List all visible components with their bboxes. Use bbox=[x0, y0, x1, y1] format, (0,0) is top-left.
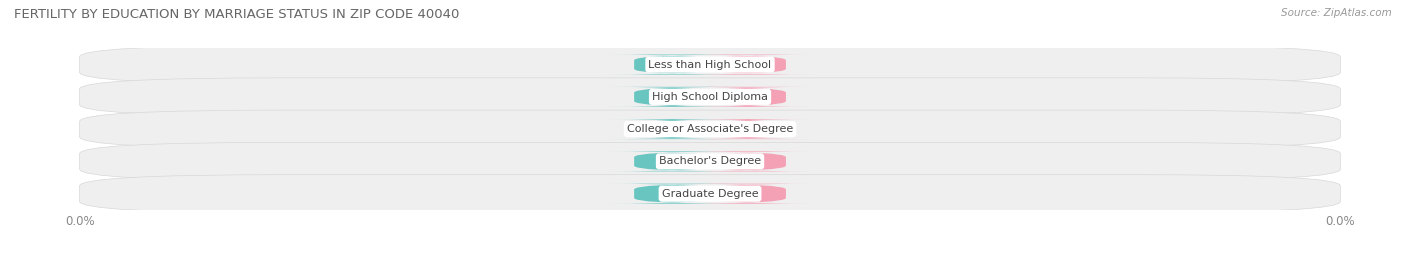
FancyBboxPatch shape bbox=[681, 184, 815, 204]
FancyBboxPatch shape bbox=[681, 151, 815, 171]
FancyBboxPatch shape bbox=[80, 110, 1340, 148]
Text: 0.0%: 0.0% bbox=[659, 125, 685, 134]
FancyBboxPatch shape bbox=[605, 55, 740, 75]
Text: Graduate Degree: Graduate Degree bbox=[662, 189, 758, 199]
FancyBboxPatch shape bbox=[605, 184, 740, 204]
Text: Less than High School: Less than High School bbox=[648, 59, 772, 70]
FancyBboxPatch shape bbox=[80, 45, 1340, 84]
Text: 0.0%: 0.0% bbox=[659, 92, 685, 101]
Text: 0.0%: 0.0% bbox=[735, 189, 761, 198]
Text: 0.0%: 0.0% bbox=[659, 189, 685, 198]
FancyBboxPatch shape bbox=[681, 55, 815, 75]
FancyBboxPatch shape bbox=[80, 142, 1340, 180]
Text: Bachelor's Degree: Bachelor's Degree bbox=[659, 156, 761, 167]
FancyBboxPatch shape bbox=[605, 151, 740, 171]
FancyBboxPatch shape bbox=[605, 87, 740, 107]
Text: 0.0%: 0.0% bbox=[735, 125, 761, 134]
FancyBboxPatch shape bbox=[681, 87, 815, 107]
FancyBboxPatch shape bbox=[605, 119, 740, 139]
FancyBboxPatch shape bbox=[681, 119, 815, 139]
FancyBboxPatch shape bbox=[80, 175, 1340, 213]
Text: 0.0%: 0.0% bbox=[735, 60, 761, 69]
Text: College or Associate's Degree: College or Associate's Degree bbox=[627, 124, 793, 134]
Text: 0.0%: 0.0% bbox=[735, 157, 761, 166]
Text: FERTILITY BY EDUCATION BY MARRIAGE STATUS IN ZIP CODE 40040: FERTILITY BY EDUCATION BY MARRIAGE STATU… bbox=[14, 8, 460, 21]
Text: 0.0%: 0.0% bbox=[659, 157, 685, 166]
Text: 0.0%: 0.0% bbox=[659, 60, 685, 69]
Text: 0.0%: 0.0% bbox=[735, 92, 761, 101]
Legend: Married, Unmarried: Married, Unmarried bbox=[621, 264, 799, 269]
FancyBboxPatch shape bbox=[80, 78, 1340, 116]
Text: High School Diploma: High School Diploma bbox=[652, 92, 768, 102]
Text: Source: ZipAtlas.com: Source: ZipAtlas.com bbox=[1281, 8, 1392, 18]
